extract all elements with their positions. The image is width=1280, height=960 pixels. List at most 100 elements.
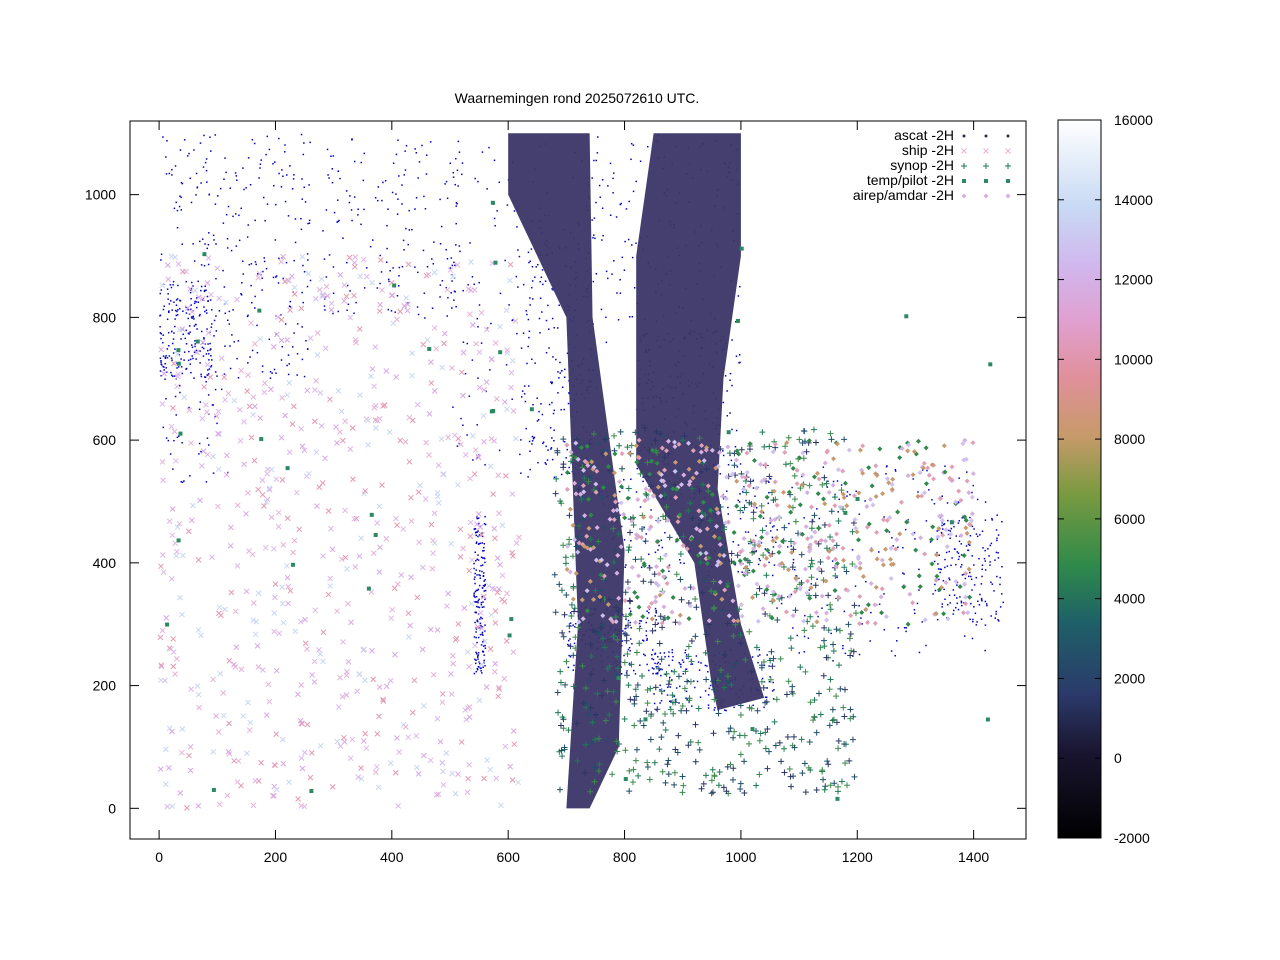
ship-marker [351, 263, 358, 270]
ship-marker [349, 736, 356, 743]
synop-marker [606, 596, 613, 603]
ship-marker [225, 390, 232, 397]
ship-marker [245, 372, 251, 378]
airep-amdar-marker [797, 455, 803, 461]
coastline-point [775, 541, 777, 544]
coastline-point [609, 214, 612, 216]
coastline-point [905, 627, 907, 629]
temp-pilot-marker [985, 717, 990, 722]
ship-marker [428, 380, 435, 386]
ship-marker [198, 632, 204, 639]
airep-amdar-marker [906, 442, 912, 448]
coastline-point [396, 295, 399, 297]
colorbar-tick-label: 12000 [1114, 272, 1153, 288]
coastline-point [203, 337, 205, 339]
coastline-point [630, 478, 632, 481]
ship-marker [454, 262, 461, 268]
ship-marker [504, 406, 510, 413]
ship-marker [376, 713, 382, 720]
ship-marker [250, 617, 257, 624]
airep-amdar-marker [661, 604, 667, 610]
coastline-point [261, 289, 263, 291]
airep-amdar-marker [687, 603, 693, 609]
synop-marker [565, 727, 572, 734]
coastline-point [751, 541, 753, 544]
ship-marker [299, 720, 306, 727]
airep-amdar-marker [645, 496, 651, 502]
ship-marker [311, 658, 318, 665]
coastline-point [659, 688, 661, 691]
ship-marker [439, 364, 445, 371]
ship-marker [515, 779, 522, 786]
coastline-point [327, 174, 329, 176]
coastline-point [803, 635, 806, 638]
airep-amdar-marker [780, 538, 786, 544]
ship-marker [393, 515, 399, 522]
coastline-point [210, 309, 213, 311]
synop-marker [671, 781, 678, 788]
ship-marker [327, 583, 334, 589]
legend-label: temp/pilot -2H [867, 172, 954, 188]
airep-amdar-marker [963, 525, 969, 531]
airep-amdar-marker [890, 476, 896, 482]
legend-label: airep/amdar -2H [853, 187, 954, 203]
coastline-point [730, 459, 733, 462]
coastline-point [175, 414, 177, 416]
coastline-point [193, 302, 196, 305]
coastline-point [164, 356, 167, 359]
ship-marker [203, 402, 209, 408]
ship-marker [408, 574, 414, 581]
coastline-point [976, 621, 978, 623]
synop-marker [849, 561, 856, 568]
synop-marker [764, 765, 771, 772]
coastline-point [477, 543, 480, 545]
synop-marker [615, 608, 622, 615]
synop-marker [586, 677, 593, 684]
coastline-point [553, 409, 555, 412]
synop-marker [552, 490, 559, 497]
ship-marker [458, 441, 464, 448]
coastline-point [531, 265, 534, 268]
coastline-point [177, 366, 180, 368]
coastline-point [174, 395, 177, 398]
airep-amdar-marker [818, 537, 824, 543]
airep-amdar-marker [648, 514, 654, 520]
ship-marker [218, 612, 224, 619]
coastline-point [967, 549, 970, 552]
synop-marker [613, 604, 620, 611]
airep-amdar-marker [660, 589, 666, 595]
coastline-point [483, 543, 486, 545]
coastline-point [372, 239, 374, 241]
coastline-point [642, 640, 645, 642]
synop-marker [833, 542, 840, 549]
ship-marker [226, 720, 232, 727]
airep-amdar-marker [840, 491, 846, 497]
synop-marker [574, 758, 581, 765]
coastline-point [984, 501, 987, 503]
airep-amdar-marker [731, 529, 737, 535]
airep-amdar-marker [965, 610, 971, 616]
airep-amdar-marker [661, 574, 667, 580]
airep-amdar-marker [618, 500, 624, 506]
ship-marker [440, 781, 447, 788]
coastline-point [477, 588, 480, 591]
airep-amdar-marker [656, 571, 662, 577]
synop-marker [614, 748, 621, 755]
airep-amdar-marker [754, 581, 760, 587]
ship-marker [405, 610, 412, 617]
coastline-point [395, 153, 398, 156]
coastline-point [455, 202, 458, 204]
airep-amdar-marker [840, 468, 846, 474]
coastline-point [858, 605, 860, 607]
coastline-point [178, 205, 181, 208]
coastline-point [534, 276, 536, 278]
coastline-point [478, 662, 481, 665]
coastline-point [990, 542, 993, 545]
coastline-point [222, 269, 224, 272]
coastline-point [285, 261, 288, 264]
coastline-point [481, 542, 484, 544]
coastline-point [201, 346, 204, 349]
ship-marker [279, 736, 286, 743]
synop-marker [788, 783, 795, 790]
coastline-point [228, 323, 231, 325]
